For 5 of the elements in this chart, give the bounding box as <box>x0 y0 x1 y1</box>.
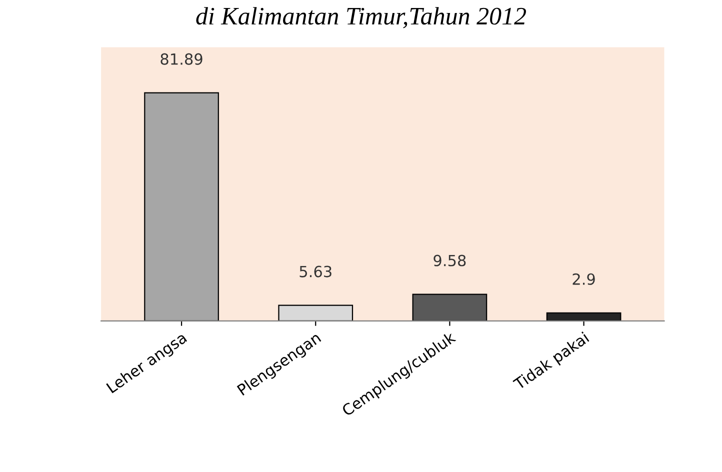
chart-title: di Kalimantan Timur,Tahun 2012 <box>196 7 526 28</box>
data-label: 81.89 <box>160 53 202 65</box>
data-label: 5.63 <box>300 266 332 278</box>
data-label: 9.58 <box>434 254 466 266</box>
data-label: 2.9 <box>572 273 595 285</box>
